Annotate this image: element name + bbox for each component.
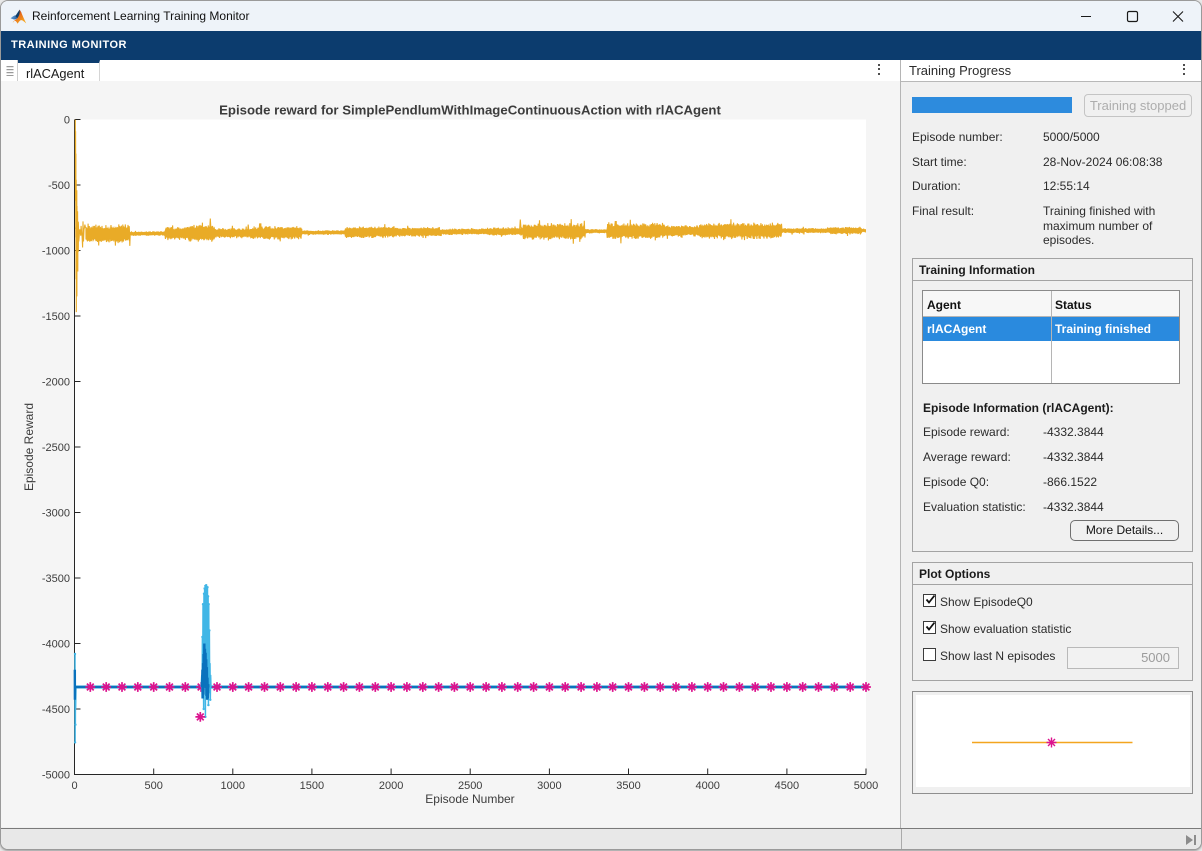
svg-text:1000: 1000 xyxy=(221,780,245,792)
svg-text:-3500: -3500 xyxy=(42,573,70,585)
svg-text:Episode Number: Episode Number xyxy=(425,792,514,806)
svg-text:5000: 5000 xyxy=(854,780,878,792)
svg-text:Episode reward for SimplePendl: Episode reward for SimplePendlumWithImag… xyxy=(219,103,721,118)
svg-text:3500: 3500 xyxy=(616,780,640,792)
svg-text:0: 0 xyxy=(64,115,70,127)
svg-text:-1500: -1500 xyxy=(42,311,70,323)
svg-text:-1000: -1000 xyxy=(42,246,70,258)
svg-text:2500: 2500 xyxy=(458,780,482,792)
svg-text:-4500: -4500 xyxy=(42,704,70,716)
svg-text:0: 0 xyxy=(71,780,77,792)
svg-text:500: 500 xyxy=(145,780,163,792)
svg-text:2000: 2000 xyxy=(379,780,403,792)
svg-text:Episode Reward: Episode Reward xyxy=(22,403,36,491)
svg-text:-2500: -2500 xyxy=(42,442,70,454)
svg-text:1500: 1500 xyxy=(300,780,324,792)
svg-text:4500: 4500 xyxy=(775,780,799,792)
svg-text:4000: 4000 xyxy=(695,780,719,792)
svg-text:3000: 3000 xyxy=(537,780,561,792)
svg-text:-500: -500 xyxy=(48,180,70,192)
svg-text:-5000: -5000 xyxy=(42,770,70,782)
svg-text:-2000: -2000 xyxy=(42,377,70,389)
svg-text:-3000: -3000 xyxy=(42,508,70,520)
svg-text:-4000: -4000 xyxy=(42,639,70,651)
